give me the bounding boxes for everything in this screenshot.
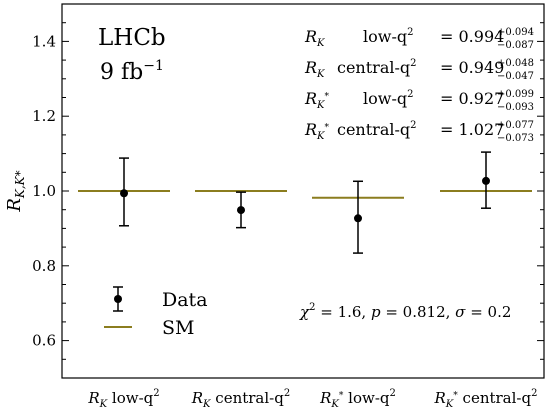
data-point — [482, 176, 490, 185]
annotation-err-plus: +0.077 — [497, 120, 534, 131]
x-tick-label: RK* low-q2 — [319, 388, 396, 410]
y-tick-label: 1.2 — [32, 107, 56, 125]
y-axis-label: RK,K* — [4, 170, 27, 212]
x-tick-label: RK* central-q2 — [434, 388, 538, 410]
y-ticks: 0.6 0.8 1.0 1.2 1.4 — [32, 22, 544, 360]
luminosity-label: 9 fb−1 — [100, 58, 164, 85]
annotation-err-minus: −0.073 — [497, 133, 534, 144]
legend: Data SM — [104, 286, 208, 339]
result-annotations: RK low-q2 = 0.994+0.094 −0.087 RK central-q2 =… — [304, 27, 534, 144]
x-tick-label: RK low-q2 — [87, 388, 159, 410]
annotation-region: low-q2 — [363, 27, 413, 46]
x-ticks: RK low-q2 RK central-q2 RK* low-q2 RK* cent… — [87, 388, 537, 410]
annotation-label: RK — [304, 27, 325, 49]
annotation-err-plus: +0.099 — [497, 89, 534, 100]
data-point — [237, 206, 245, 215]
annotation-err-minus: −0.093 — [497, 102, 534, 113]
experiment-name: LHCb — [98, 25, 166, 51]
annotation-value: = 0.927 — [440, 89, 504, 108]
annotation-region: low-q2 — [363, 89, 413, 108]
annotation-value: = 1.027 — [440, 120, 504, 139]
annotation-err-plus: +0.094 — [497, 27, 534, 38]
legend-data-marker — [114, 295, 122, 303]
annotation-value: = 0.994 — [440, 27, 504, 46]
annotation-err-minus: −0.047 — [497, 71, 534, 82]
sm-lines — [78, 190, 532, 199]
legend-item-data: Data — [113, 286, 208, 312]
data-points — [119, 151, 491, 254]
fit-statistics: χ2 = 1.6, p = 0.812, σ = 0.2 — [299, 302, 511, 321]
x-tick-label: RK central-q2 — [191, 388, 290, 410]
data-point — [120, 189, 128, 198]
data-point — [354, 214, 362, 223]
y-tick-label: 0.6 — [32, 332, 56, 350]
annotation-label: RK — [304, 58, 325, 80]
y-tick-label: 0.8 — [32, 257, 56, 275]
annotation-err-minus: −0.087 — [497, 40, 534, 51]
experiment-label: LHCb 9 fb−1 — [98, 25, 166, 85]
y-axis-label-main: R — [4, 198, 25, 213]
annotation-region: central-q2 — [337, 58, 417, 77]
annotation-label: RK* — [304, 89, 330, 111]
annotation-region: central-q2 — [337, 120, 417, 139]
legend-sm-label: SM — [162, 317, 194, 339]
legend-data-label: Data — [162, 289, 208, 311]
y-tick-label: 1.0 — [32, 182, 56, 200]
y-axis-label-sub: K,K* — [13, 170, 27, 199]
y-tick-label: 1.4 — [32, 32, 56, 50]
annotation-label: RK* — [304, 120, 330, 142]
legend-item-sm: SM — [104, 317, 194, 339]
annotation-value: = 0.949 — [440, 58, 504, 77]
annotation-err-plus: +0.048 — [497, 58, 534, 69]
